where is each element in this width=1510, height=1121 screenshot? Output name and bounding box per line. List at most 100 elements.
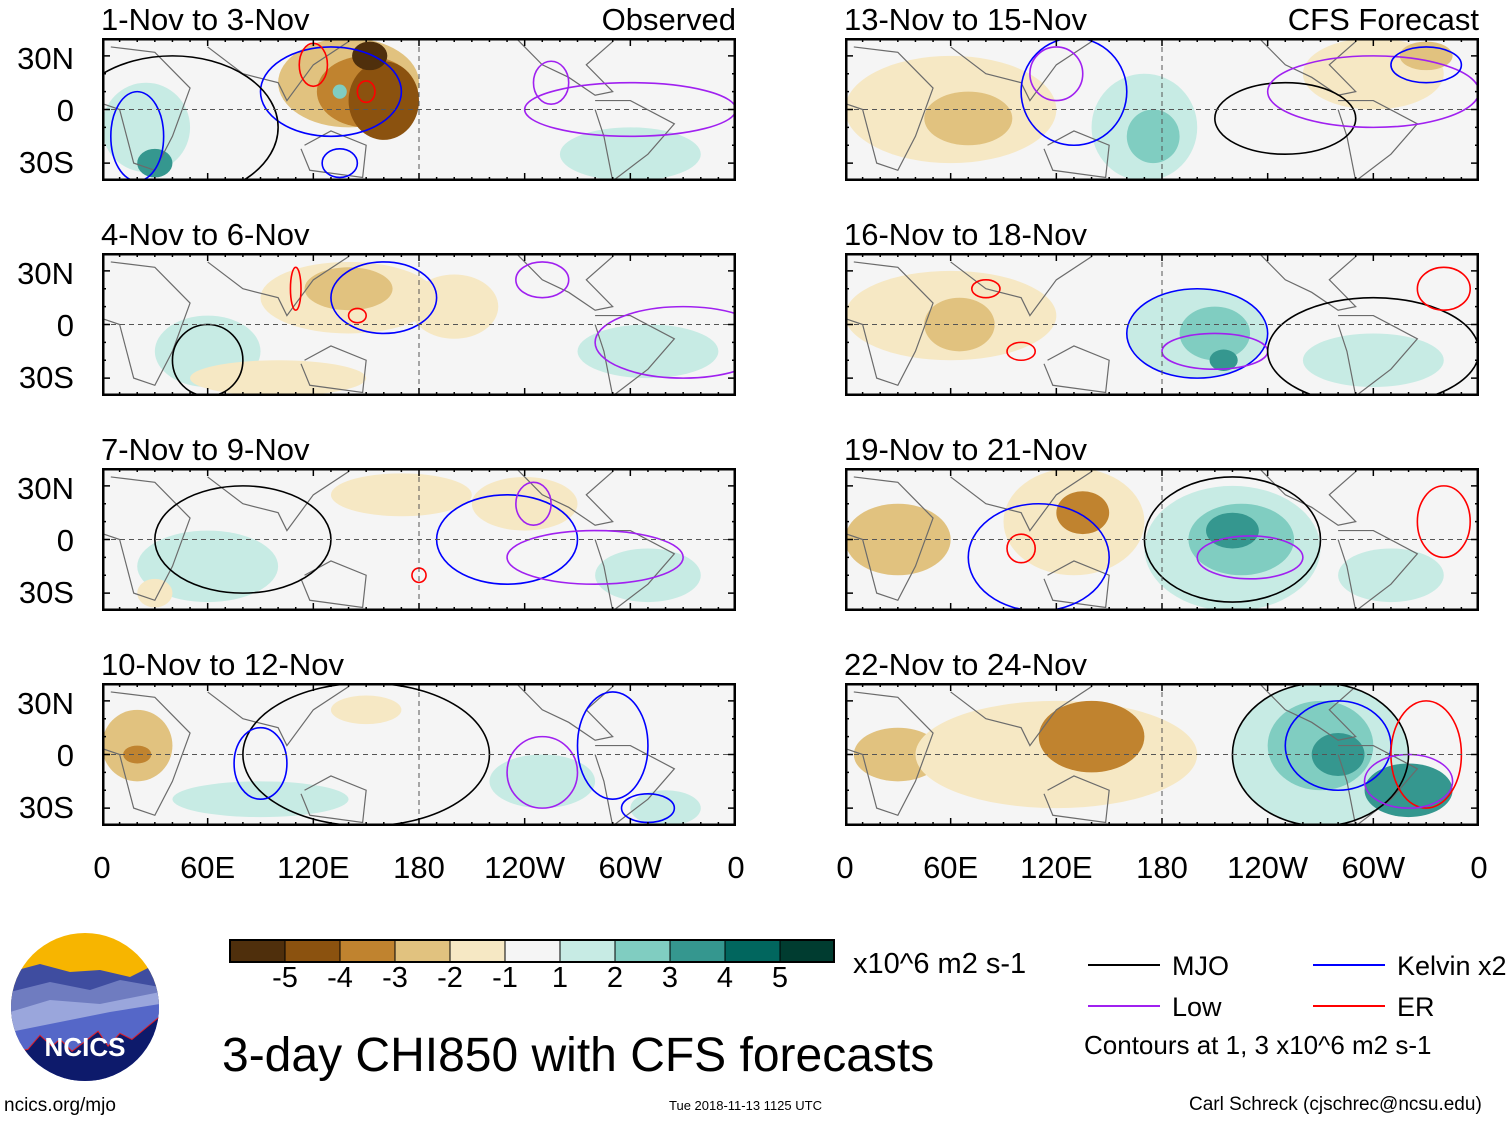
footer-timestamp: Tue 2018-11-13 1125 UTC xyxy=(669,1098,822,1113)
y-tick-label: 30N xyxy=(17,471,74,506)
coastlines xyxy=(836,252,1419,398)
anomaly-region xyxy=(1056,491,1110,535)
y-tick-label: 0 xyxy=(56,93,74,128)
contour-line xyxy=(1416,266,1471,312)
panel-column-label: Observed xyxy=(601,2,736,37)
colorbar-swatch xyxy=(339,939,396,963)
contour-line xyxy=(576,691,649,800)
contour-line xyxy=(1125,287,1269,379)
anomaly-region xyxy=(330,473,472,517)
figure-title: 3-day CHI850 with CFS forecasts xyxy=(222,1029,935,1082)
contour-line xyxy=(506,735,579,809)
map-panel xyxy=(836,252,1480,406)
anomaly-map xyxy=(836,37,1480,183)
contour-line xyxy=(1196,535,1304,580)
panel-title: 22-Nov to 24-Nov xyxy=(844,647,1087,682)
x-tick-label: 60E xyxy=(180,850,236,885)
anomaly-region xyxy=(190,360,367,396)
anomaly-map xyxy=(836,252,1480,406)
contour-line xyxy=(532,60,570,105)
map-panel xyxy=(836,682,1480,828)
anomaly-region xyxy=(137,530,279,603)
contour-line xyxy=(321,148,359,179)
legend-line-low xyxy=(1088,1005,1160,1007)
coastlines xyxy=(836,467,1419,613)
logo-text: NCICS xyxy=(45,1032,126,1062)
panel-title: 1-Nov to 3-Nov xyxy=(101,2,310,37)
anomaly-region xyxy=(102,82,191,173)
y-tick-label: 0 xyxy=(56,523,74,558)
y-tick-label: 30N xyxy=(17,41,74,76)
y-tick-label: 30N xyxy=(17,686,74,721)
x-tick-label: 180 xyxy=(393,850,445,885)
panel-title: 16-Nov to 18-Nov xyxy=(844,217,1087,252)
contour-line xyxy=(1006,341,1037,362)
contour-line xyxy=(1006,533,1037,564)
panel-title: 7-Nov to 9-Nov xyxy=(101,432,310,467)
x-tick-label: 60W xyxy=(598,850,663,885)
contour-line xyxy=(330,261,438,335)
legend-label: Low xyxy=(1172,992,1222,1022)
colorbar-swatch xyxy=(229,939,286,963)
anomaly-region xyxy=(348,61,419,140)
contour-line xyxy=(347,307,367,324)
map-panel xyxy=(93,252,773,398)
anomaly-region xyxy=(630,790,701,826)
colorbar-label: 2 xyxy=(606,962,624,994)
contour-line xyxy=(1029,46,1084,102)
colorbar-label: 4 xyxy=(716,962,734,994)
contour-line xyxy=(506,529,684,585)
x-tick-label: 60E xyxy=(923,850,979,885)
map-panel xyxy=(93,682,737,828)
map-panel xyxy=(836,37,1480,183)
y-tick-label: 0 xyxy=(56,738,74,773)
x-tick-label: 120W xyxy=(484,850,566,885)
legend-note: Contours at 1, 3 x10^6 m2 s-1 xyxy=(1084,1030,1432,1060)
contour-line xyxy=(259,46,403,138)
footer-author: Carl Schreck (cjschrec@ncsu.edu) xyxy=(1189,1094,1482,1115)
colorbar-units: x10^6 m2 s-1 xyxy=(853,948,1027,980)
colorbar-swatch xyxy=(504,939,561,963)
colorbar-label: -2 xyxy=(437,962,463,994)
coastlines xyxy=(836,682,1419,828)
anomaly-region xyxy=(559,127,701,181)
colorbar-label: -1 xyxy=(492,962,518,994)
anomaly-region xyxy=(845,503,951,576)
colorbar-swatch xyxy=(449,939,506,963)
x-tick-label: 60W xyxy=(1341,850,1406,885)
anomaly-map xyxy=(93,682,737,828)
contour-line xyxy=(1214,81,1357,155)
contour-line xyxy=(289,266,302,312)
anomaly-map xyxy=(836,682,1480,828)
colorbar-label: 1 xyxy=(551,962,569,994)
anomaly-map xyxy=(93,252,773,398)
anomaly-region xyxy=(471,476,578,531)
anomaly-region xyxy=(123,745,152,764)
legend-line-mjo xyxy=(1088,964,1160,966)
anomaly-region xyxy=(1302,333,1444,388)
colorbar-label: -4 xyxy=(327,962,353,994)
x-tick-label: 120W xyxy=(1227,850,1309,885)
anomaly-region xyxy=(410,274,499,339)
anomaly-region xyxy=(1338,548,1444,603)
anomaly-map xyxy=(65,37,737,200)
anomaly-region xyxy=(924,297,995,352)
ncics-logo: NCICS xyxy=(10,932,160,1087)
contour-line xyxy=(233,726,288,800)
x-tick-label: 0 xyxy=(727,850,745,885)
legend-line-kelvin xyxy=(1313,964,1385,966)
x-tick-label: 0 xyxy=(836,850,854,885)
y-tick-label: 30S xyxy=(18,360,74,395)
anomaly-region xyxy=(1209,349,1238,371)
contour-line xyxy=(515,261,570,299)
map-panel xyxy=(93,467,737,613)
anomaly-region xyxy=(332,84,347,99)
colorbar-swatch xyxy=(669,939,726,963)
anomaly-region xyxy=(304,267,393,311)
y-tick-label: 30S xyxy=(18,790,74,825)
anomaly-region xyxy=(330,695,402,725)
colorbar-label: 5 xyxy=(771,962,789,994)
panel-column-label: CFS Forecast xyxy=(1287,2,1479,37)
x-tick-label: 120E xyxy=(277,850,350,885)
legend-label: MJO xyxy=(1172,951,1229,981)
